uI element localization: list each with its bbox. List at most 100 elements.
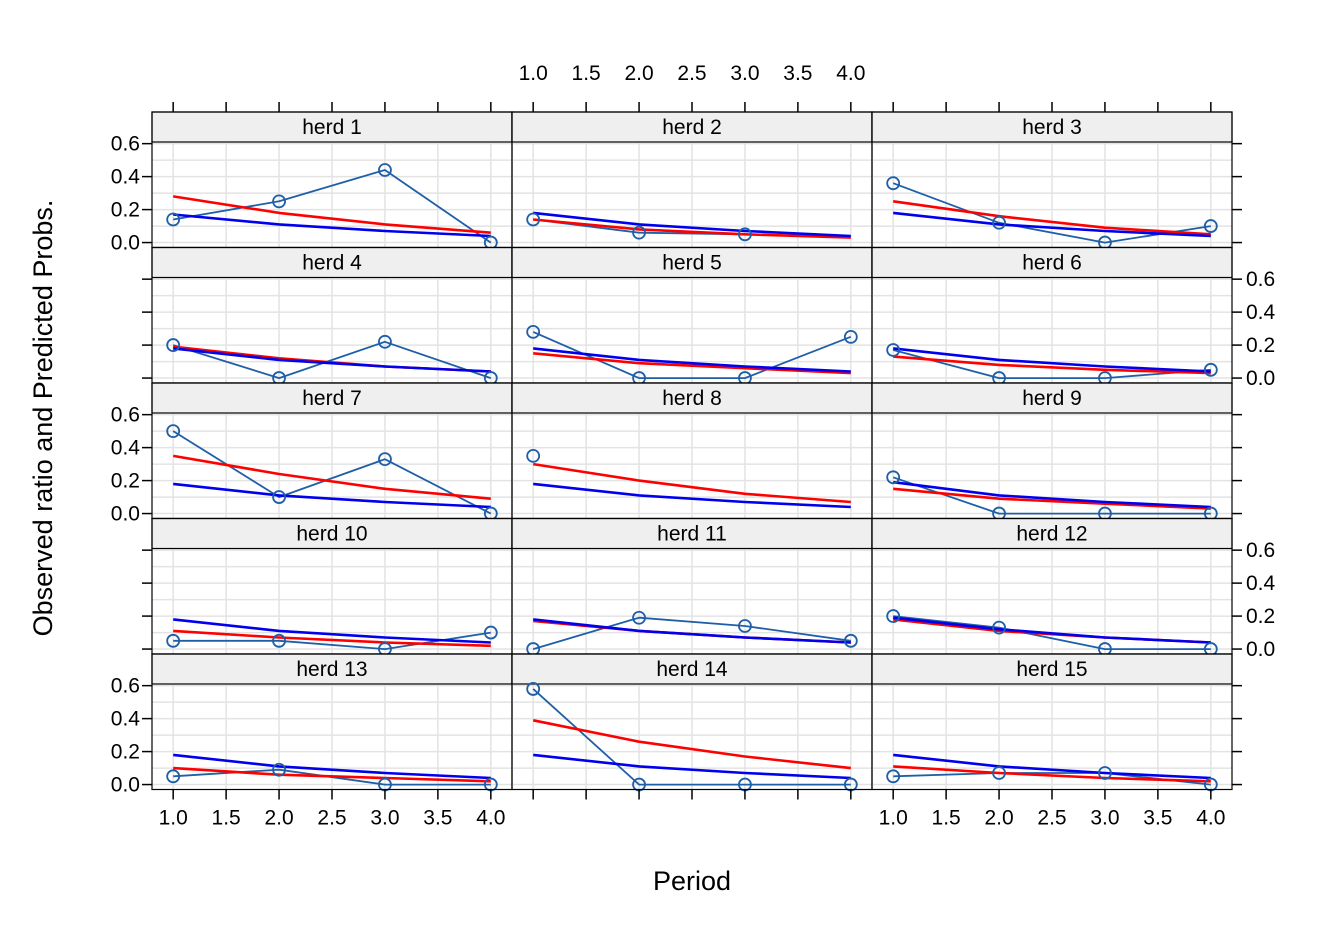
predicted-red-line xyxy=(893,765,1211,783)
x-tick-label: 3.0 xyxy=(730,62,759,85)
x-tick-label: 2.5 xyxy=(317,807,346,830)
panel-11: herd 11 xyxy=(511,517,873,656)
observed-point xyxy=(1203,362,1218,377)
observed-point xyxy=(632,225,646,240)
observed-point xyxy=(483,625,498,640)
strip-label: herd 7 xyxy=(302,387,362,410)
strip-label: herd 12 xyxy=(1016,523,1087,546)
strip-background xyxy=(511,653,873,685)
x-tick-label: 1.0 xyxy=(159,807,188,830)
strip-label: herd 6 xyxy=(1022,252,1082,275)
x-tick-label: 3.0 xyxy=(1090,807,1119,830)
y-tick-label: 0.0 xyxy=(111,503,140,526)
predicted-blue-line xyxy=(533,211,851,238)
observed-point xyxy=(166,212,181,227)
strip-background xyxy=(511,246,873,279)
observed-point xyxy=(526,682,541,696)
strip-label: herd 8 xyxy=(662,387,722,410)
x-tick-label: 3.5 xyxy=(423,807,452,830)
axes-group: 1.0 1.5 2.0 2.5 3.0 3.5 4.0 1.0 1.5 2.0 2.5 3.0 3.5 4… xyxy=(111,62,1276,830)
x-tick-label: 4.0 xyxy=(476,807,505,830)
observed-point xyxy=(378,452,392,467)
y-tick-label: 0.2 xyxy=(111,470,140,493)
observed-line xyxy=(892,349,1211,379)
strip-label: herd 10 xyxy=(296,523,367,546)
observed-point xyxy=(992,215,1006,230)
panel-3: herd 3 xyxy=(871,111,1233,250)
y-tick-label: 0.2 xyxy=(111,199,140,222)
strip-label: herd 13 xyxy=(296,658,367,681)
predicted-blue-line xyxy=(893,616,1211,644)
observed-point xyxy=(886,470,901,485)
strip-background xyxy=(511,517,873,550)
predicted-red-line xyxy=(893,487,1211,510)
predicted-red-line xyxy=(172,195,491,234)
y-tick-label: 0.2 xyxy=(1246,334,1275,357)
observed-point xyxy=(992,766,1006,780)
panels-group: herd 1 herd 2 herd 3 herd 4 herd 5 herd 6 herd… xyxy=(151,111,1233,792)
observed-point xyxy=(886,609,901,623)
strip-label: herd 14 xyxy=(656,658,728,681)
strip-background xyxy=(511,382,873,414)
y-tick-label: 0.4 xyxy=(1246,301,1276,324)
observed-line xyxy=(893,615,1211,650)
y-tick-label: 0.4 xyxy=(111,708,141,731)
observed-line xyxy=(532,688,851,786)
panel-9: herd 9 xyxy=(871,382,1233,521)
observed-point xyxy=(886,343,901,357)
panel-2: herd 2 xyxy=(511,111,873,249)
panel-15: herd 15 xyxy=(871,653,1233,792)
predicted-blue-line xyxy=(173,213,491,238)
predicted-red-line xyxy=(173,766,491,783)
panel-4: herd 4 xyxy=(151,246,513,385)
x-tick-label: 2.0 xyxy=(624,62,653,85)
y-tick-label: 0.4 xyxy=(111,437,141,460)
strip-label: herd 1 xyxy=(302,116,362,139)
predicted-red-line xyxy=(893,200,1211,236)
observed-point xyxy=(166,633,181,648)
x-tick-label: 1.5 xyxy=(572,62,601,85)
strip-label: herd 9 xyxy=(1022,387,1082,410)
observed-point xyxy=(1203,219,1218,233)
observed-point xyxy=(1098,766,1112,780)
x-tick-label: 4.0 xyxy=(1196,807,1225,830)
y-tick-label: 0.6 xyxy=(1246,268,1275,291)
observed-point xyxy=(632,610,646,625)
strip-background xyxy=(151,653,513,685)
observed-line xyxy=(892,476,1211,515)
observed-point xyxy=(526,212,541,227)
x-tick-label: 1.5 xyxy=(932,807,961,830)
panel-6: herd 6 xyxy=(871,246,1233,385)
observed-point xyxy=(166,424,181,439)
observed-point xyxy=(166,338,181,352)
observed-line xyxy=(532,616,851,650)
observed-point xyxy=(738,227,752,242)
x-tick-label: 2.5 xyxy=(1037,807,1066,830)
x-tick-label: 1.5 xyxy=(212,807,241,830)
strip-label: herd 5 xyxy=(662,252,722,275)
observed-point xyxy=(378,163,392,177)
predicted-blue-line xyxy=(893,347,1211,373)
observed-point xyxy=(992,620,1006,635)
strip-label: herd 3 xyxy=(1022,116,1082,139)
strip-background xyxy=(151,517,513,550)
y-tick-label: 0.0 xyxy=(111,232,140,255)
observed-point xyxy=(526,324,541,339)
y-tick-label: 0.0 xyxy=(1246,367,1275,390)
observed-point xyxy=(272,762,286,777)
panel-7: herd 7 xyxy=(151,382,513,521)
predicted-blue-line xyxy=(893,753,1211,780)
predicted-red-line xyxy=(533,218,851,239)
predicted-red-line xyxy=(172,454,491,500)
predicted-blue-line xyxy=(893,211,1211,238)
panel-5: herd 5 xyxy=(511,246,873,385)
x-tick-label: 1.0 xyxy=(879,807,908,830)
observed-point xyxy=(886,176,901,191)
x-tick-label: 3.0 xyxy=(370,807,399,830)
predicted-red-line xyxy=(532,719,851,770)
x-tick-label: 4.0 xyxy=(836,62,865,85)
y-tick-label: 0.2 xyxy=(111,741,140,764)
predicted-blue-line xyxy=(533,618,851,644)
panel-14: herd 14 xyxy=(511,653,873,792)
